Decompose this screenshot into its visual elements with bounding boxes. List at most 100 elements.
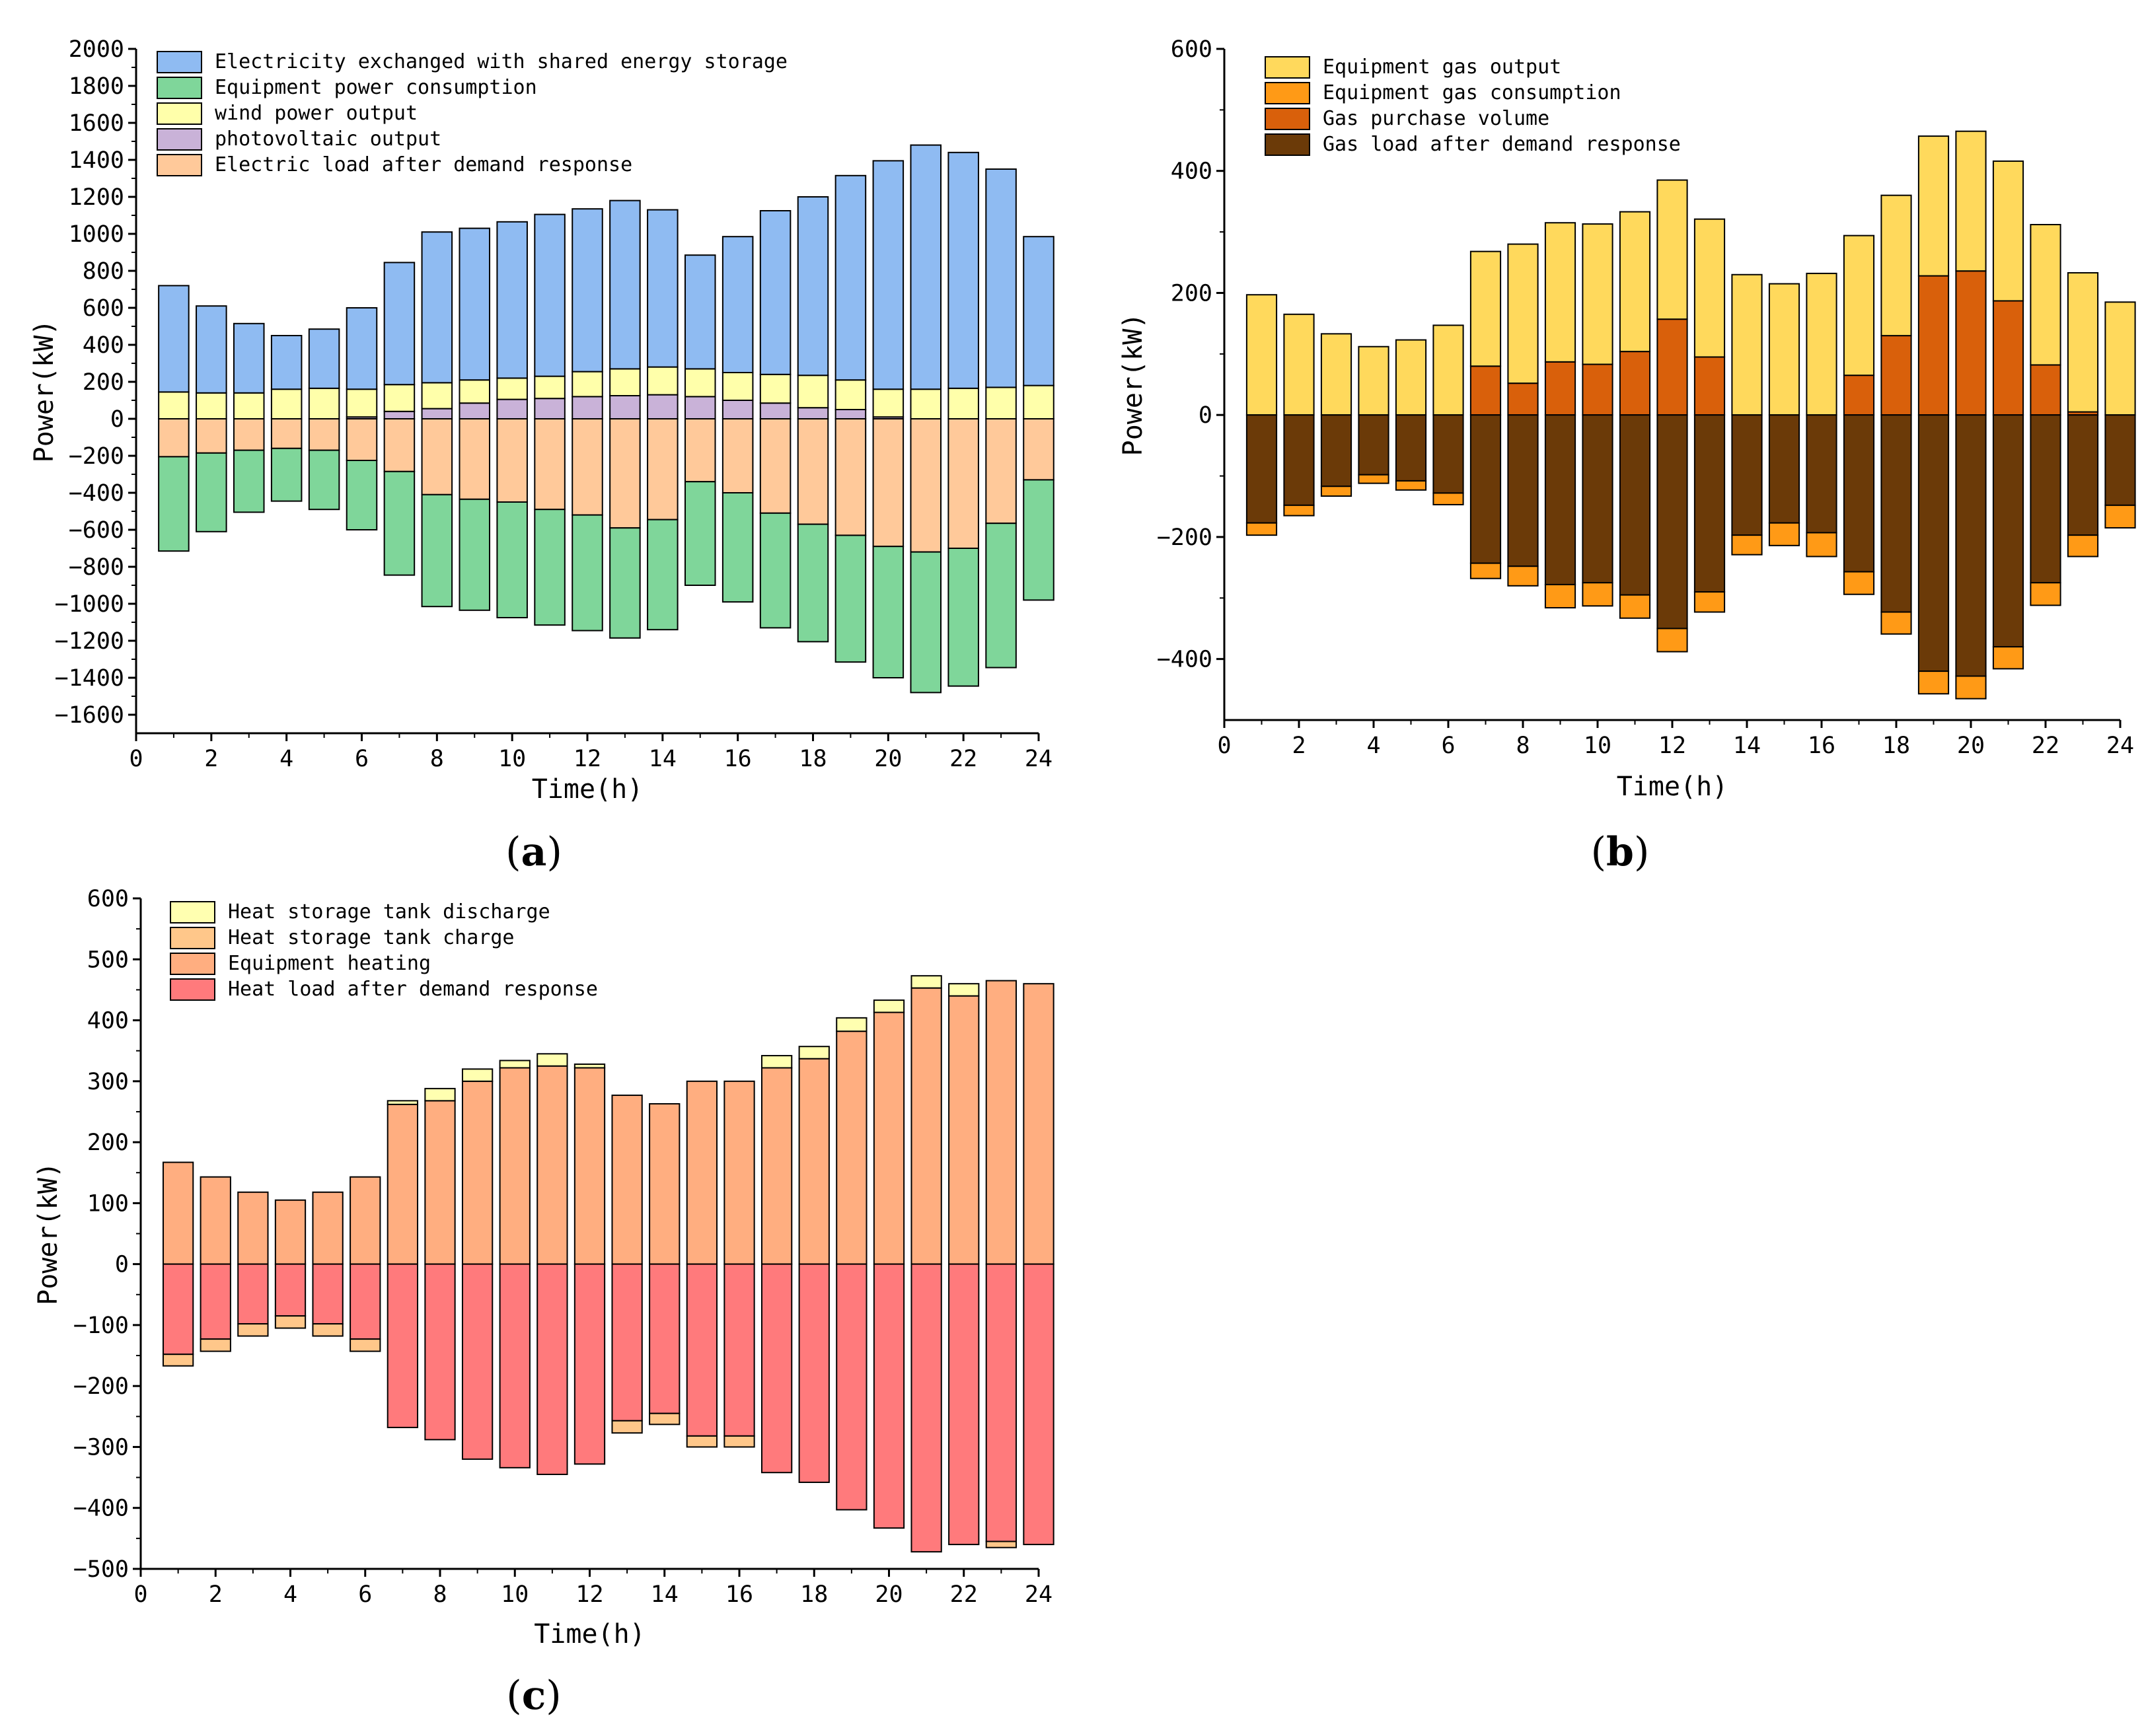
bar-b-pos-0-10 (1582, 363, 1613, 416)
bar-c-neg-0-6 (350, 1263, 381, 1340)
bar-c-neg-0-5 (312, 1263, 344, 1325)
x-tick-label: 6 (355, 746, 369, 772)
y-tick-label: 200 (83, 369, 124, 396)
bar-c-neg-1-15 (686, 1435, 718, 1448)
x-tick-label: 18 (1882, 733, 1910, 759)
bar-c-neg-1-6 (350, 1338, 381, 1352)
bar-b-neg-0-16 (1806, 414, 1837, 534)
bar-a-neg-1-12 (572, 514, 603, 632)
bar-a-pos-2-7 (383, 262, 416, 386)
bar-a-neg-0-5 (308, 418, 340, 451)
bar-a-pos-2-2 (196, 305, 227, 394)
bar-a-neg-0-24 (1023, 418, 1054, 481)
x-axis-label: Time(h) (532, 774, 644, 805)
bar-a-neg-1-13 (609, 527, 641, 639)
bar-a-pos-1-14 (647, 366, 679, 396)
bar-c-pos-0-14 (649, 1103, 681, 1265)
bar-b-pos-0-12 (1656, 318, 1688, 416)
y-tick-label: −400 (1157, 647, 1212, 673)
bar-b-neg-1-7 (1469, 562, 1502, 579)
bar-b-pos-1-17 (1843, 235, 1875, 377)
legend-label: Electric load after demand response (215, 153, 632, 176)
bar-a-pos-2-22 (947, 151, 979, 389)
bar-b-neg-1-21 (1992, 646, 2024, 670)
bar-b-pos-1-24 (2104, 301, 2136, 416)
bar-a-neg-0-4 (270, 418, 303, 449)
bar-c-pos-0-11 (536, 1065, 568, 1265)
legend-label: Gas load after demand response (1323, 133, 1681, 156)
bar-a-neg-0-18 (797, 418, 829, 525)
bar-b-neg-0-18 (1880, 414, 1912, 613)
bar-a-neg-1-3 (233, 449, 265, 513)
bar-b-neg-0-3 (1320, 414, 1352, 488)
bar-b-pos-0-20 (1955, 270, 1987, 416)
bar-a-pos-1-5 (308, 387, 340, 419)
bar-b-pos-0-19 (1917, 275, 1950, 416)
bar-c-pos-0-13 (611, 1095, 643, 1265)
y-axis-label: Power(kW) (29, 320, 59, 463)
bar-c-pos-0-22 (948, 995, 980, 1265)
bar-a-neg-0-7 (383, 418, 416, 472)
x-tick-label: 8 (1516, 733, 1530, 759)
legend-label: Heat storage tank charge (228, 926, 514, 949)
x-tick-label: 24 (2106, 733, 2134, 759)
y-tick-label: −1400 (55, 665, 124, 692)
bar-a-neg-0-12 (572, 418, 603, 516)
bar-a-pos-2-10 (496, 221, 528, 379)
x-tick-label: 14 (651, 1581, 679, 1608)
x-tick-label: 2 (1292, 733, 1306, 759)
y-tick-label: 1400 (69, 147, 124, 174)
bar-b-pos-1-18 (1880, 194, 1912, 337)
bar-a-pos-2-11 (534, 213, 566, 377)
bar-c-pos-0-2 (200, 1176, 231, 1265)
bar-c-neg-1-4 (274, 1315, 307, 1329)
bar-c-neg-0-3 (237, 1263, 269, 1325)
bar-b-neg-1-24 (2104, 504, 2136, 529)
bar-c-neg-0-21 (910, 1263, 942, 1553)
bar-a-pos-0-9 (459, 402, 491, 420)
bar-a-neg-1-14 (647, 519, 679, 631)
bar-a-pos-1-4 (270, 388, 303, 420)
panel-label: (a) (505, 829, 562, 875)
bar-a-pos-2-23 (985, 168, 1017, 388)
bar-a-neg-1-5 (308, 449, 340, 511)
bar-b-pos-0-8 (1507, 382, 1539, 416)
legend-label: Heat storage tank discharge (228, 900, 550, 923)
bar-a-pos-1-19 (834, 379, 867, 411)
bar-a-neg-1-2 (196, 452, 227, 532)
bar-a-pos-1-10 (496, 377, 528, 400)
legend-swatch (157, 77, 202, 99)
bar-a-pos-0-17 (759, 402, 792, 420)
x-tick-label: 12 (573, 746, 601, 772)
bar-a-neg-1-18 (797, 523, 829, 643)
bar-a-pos-2-5 (308, 328, 340, 389)
legend-swatch (157, 51, 202, 73)
x-tick-label: 14 (1733, 733, 1761, 759)
bar-c-pos-0-23 (985, 980, 1017, 1265)
bar-a-pos-1-23 (985, 386, 1017, 420)
bar-c-neg-1-14 (649, 1412, 681, 1426)
x-tick-label: 20 (1957, 733, 1985, 759)
bar-a-pos-1-24 (1023, 384, 1054, 419)
panel-label: (c) (506, 1673, 561, 1719)
bar-b-neg-1-18 (1880, 611, 1912, 635)
bar-a-neg-0-21 (910, 418, 942, 553)
bar-c-pos-1-21 (910, 975, 942, 989)
bar-b-pos-1-22 (2030, 224, 2061, 366)
y-tick-label: −1000 (55, 591, 124, 618)
bar-b-neg-1-13 (1693, 591, 1726, 613)
legend-label: Equipment gas output (1323, 55, 1561, 79)
y-tick-label: −200 (1157, 524, 1212, 551)
bar-a-pos-2-18 (797, 196, 829, 377)
bar-c-neg-0-8 (424, 1263, 456, 1441)
bar-b-neg-0-9 (1544, 414, 1576, 585)
bar-a-neg-1-11 (534, 509, 566, 626)
bar-a-pos-1-3 (233, 392, 265, 419)
bar-a-pos-1-1 (158, 391, 190, 420)
x-axis-label: Time(h) (1617, 772, 1728, 802)
legend-swatch (170, 901, 215, 923)
bar-a-neg-0-22 (947, 418, 979, 549)
bar-a-neg-1-15 (684, 481, 716, 587)
y-tick-label: −400 (69, 480, 124, 507)
bar-c-pos-0-1 (162, 1161, 194, 1265)
